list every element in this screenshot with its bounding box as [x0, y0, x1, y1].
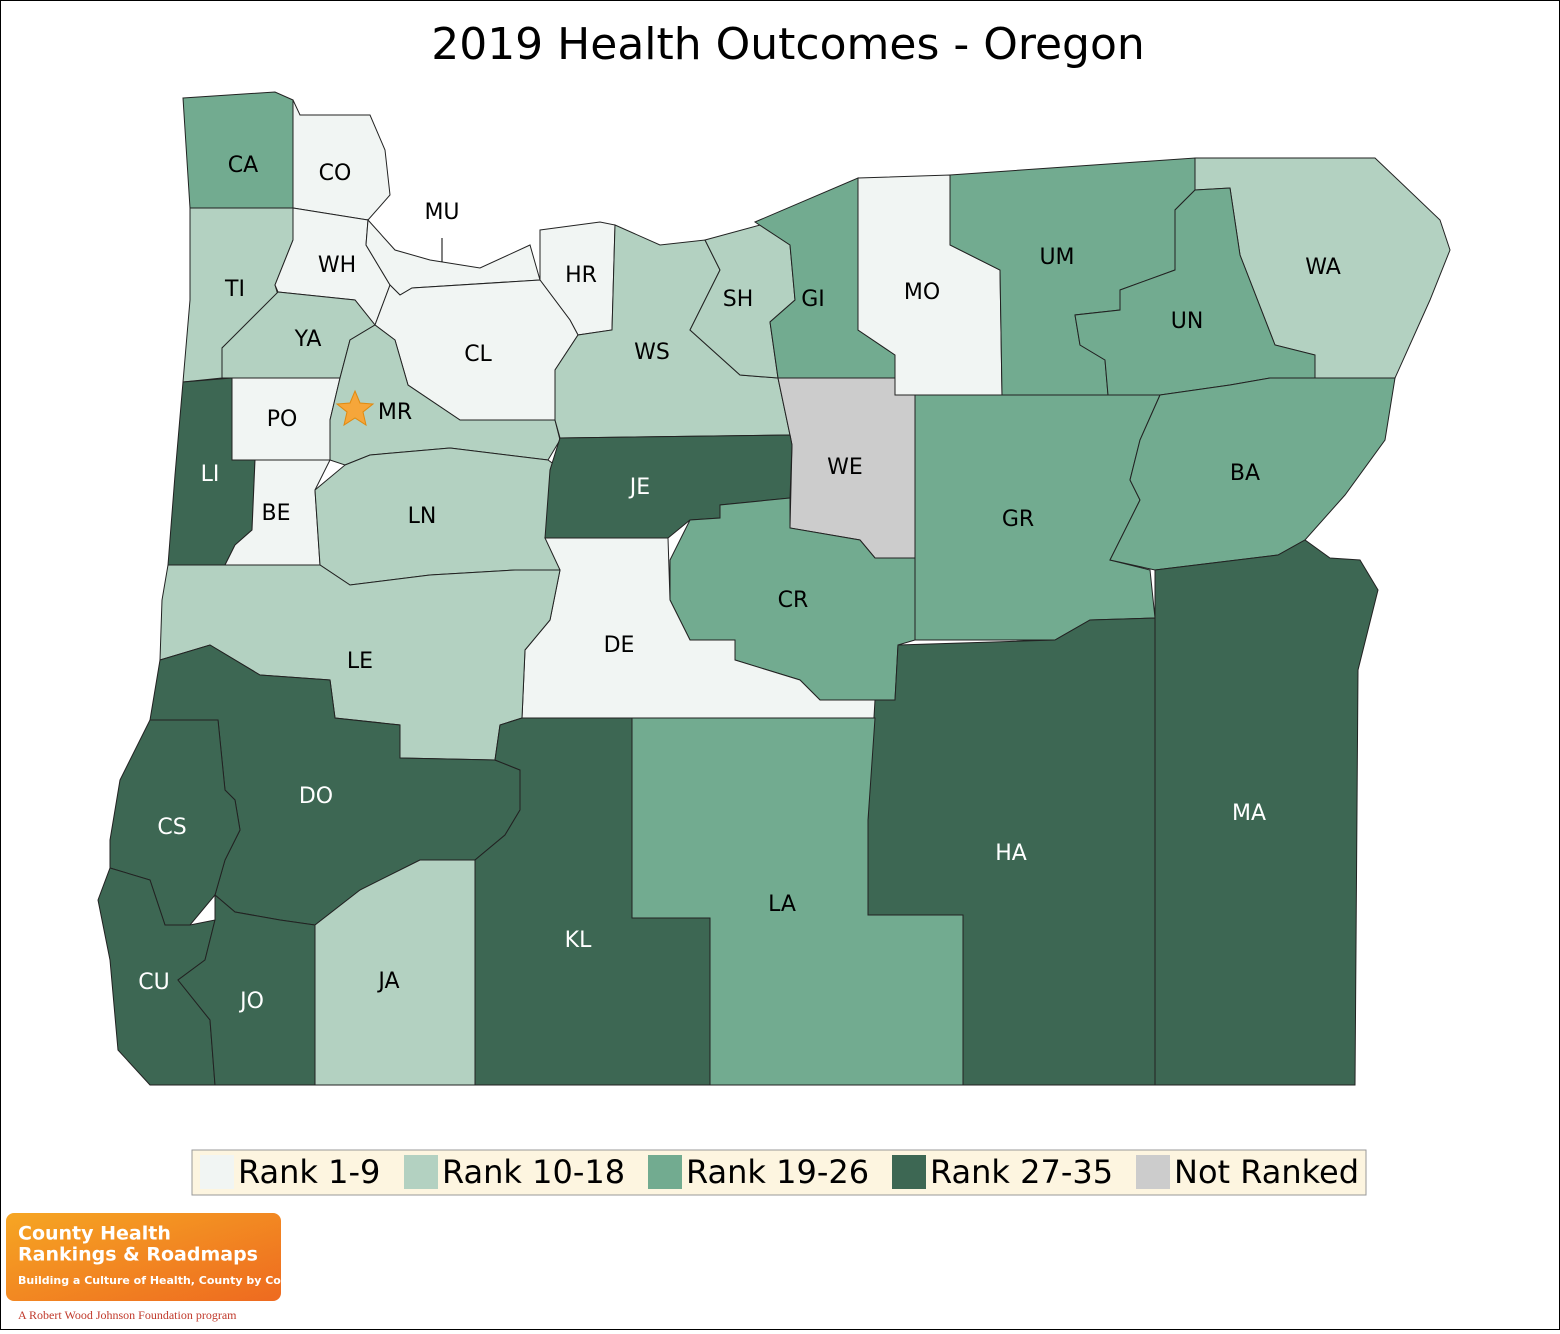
county-label: GI: [801, 287, 825, 312]
county: [914, 394, 1161, 641]
county-label: LN: [408, 504, 437, 529]
county-label: CA: [228, 153, 258, 178]
legend-label: Not Ranked: [1174, 1153, 1359, 1191]
county-label: LA: [768, 892, 796, 917]
county: [109, 719, 241, 926]
county-label: CS: [157, 815, 186, 840]
legend-swatch: [200, 1155, 234, 1189]
county-label: JE: [628, 475, 650, 500]
legend-label: Rank 1-9: [238, 1153, 380, 1191]
county-label: LI: [201, 462, 220, 487]
county-label: MR: [378, 400, 412, 425]
map-title: 2019 Health Outcomes - Oregon: [431, 19, 1145, 70]
legend-label: Rank 10-18: [442, 1153, 625, 1191]
county-label: GR: [1002, 507, 1034, 532]
county-label: BE: [262, 501, 291, 526]
county-label: LE: [347, 649, 373, 674]
legend-swatch: [1136, 1155, 1170, 1189]
county-label: HA: [995, 841, 1027, 866]
county-label: PO: [267, 407, 298, 432]
logo-line: County Health: [18, 1223, 171, 1245]
county-labels: CA CO TI WH MU YA HR CL PO MR LI BE LN WS SH GI MO UM WA UN…: [138, 153, 1341, 1014]
capital-star: [335, 389, 375, 427]
county-label: CR: [778, 588, 809, 613]
logo-tagline: Building a Culture of Health, County by …: [18, 1274, 309, 1287]
county-label: SH: [723, 287, 754, 312]
county-label: UN: [1171, 309, 1204, 334]
county-label: HR: [565, 263, 597, 288]
county-label: DO: [299, 784, 333, 809]
county-label: MA: [1232, 801, 1266, 826]
county-label: MO: [904, 280, 940, 305]
legend-box: [191, 1149, 1367, 1196]
county: [314, 447, 561, 586]
logo-footer: A Robert Wood Johnson Foundation program: [18, 1308, 237, 1322]
county-label: CU: [138, 970, 169, 995]
county-label: MU: [424, 200, 459, 225]
county-label: CL: [464, 342, 492, 367]
county-label: BA: [1230, 461, 1260, 486]
county-label: CO: [319, 161, 352, 186]
legend-label: Rank 27-35: [930, 1153, 1113, 1191]
county-label: WS: [634, 340, 670, 365]
county: [177, 893, 316, 1086]
county-label: JO: [238, 989, 264, 1014]
logo-badge: [6, 1213, 281, 1301]
county-label: TI: [224, 277, 245, 302]
county-label: UM: [1039, 245, 1074, 270]
county: [1154, 539, 1379, 1086]
county: [631, 717, 964, 1086]
legend: Rank 1-9 Rank 10-18 Rank 19-26 Rank 27-35 No…: [200, 1153, 1359, 1191]
legend-swatch: [648, 1155, 682, 1189]
legend-swatch: [892, 1155, 926, 1189]
county-label: KL: [565, 928, 592, 953]
legend-label: Rank 19-26: [686, 1153, 869, 1191]
county-label: JA: [376, 969, 399, 994]
logo-line: Rankings & Roadmaps: [18, 1244, 258, 1266]
county-label: YA: [294, 327, 322, 352]
county-label: WE: [827, 455, 863, 480]
legend-swatch: [404, 1155, 438, 1189]
county-label: WH: [318, 253, 356, 278]
county-label: DE: [604, 633, 635, 658]
counties: [97, 91, 1451, 1086]
county: [182, 91, 294, 209]
county-label: WA: [1305, 255, 1341, 280]
